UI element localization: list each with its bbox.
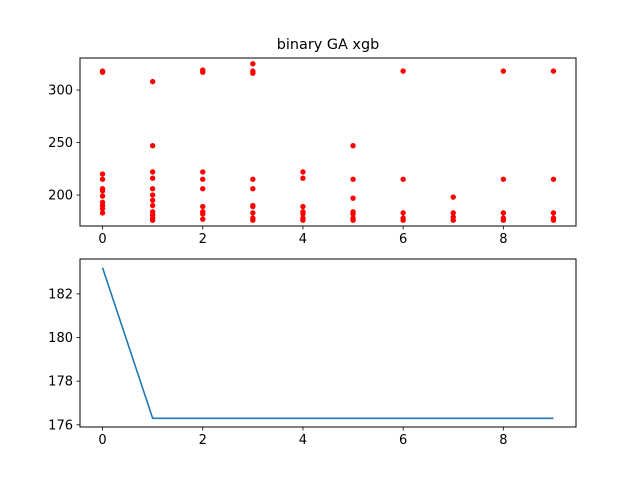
scatter-point — [200, 69, 206, 75]
scatter-point — [200, 211, 206, 217]
x-tick-label: 8 — [499, 232, 507, 247]
scatter-point — [550, 68, 557, 74]
y-tick-label: 178 — [48, 375, 73, 390]
y-tick-label: 182 — [48, 287, 73, 302]
scatter-point — [149, 197, 156, 203]
scatter-point — [149, 186, 156, 192]
scatter-point — [350, 211, 356, 217]
scatter-point — [400, 176, 406, 182]
x-tick-label: 0 — [98, 433, 106, 448]
scatter-point — [250, 61, 256, 67]
scatter-point — [400, 68, 406, 74]
scatter-point — [149, 142, 156, 149]
scatter-point — [250, 176, 256, 182]
x-tick-label: 2 — [199, 433, 207, 448]
x-tick-label: 8 — [499, 433, 507, 448]
scatter-point — [400, 217, 406, 223]
scatter-point — [500, 217, 507, 223]
scatter-point — [99, 171, 106, 177]
scatter-point — [99, 176, 106, 182]
scatter-point — [99, 205, 106, 212]
scatter-point — [200, 176, 206, 182]
scatter-point — [149, 202, 156, 209]
scatter-point — [350, 195, 356, 201]
scatter-point — [149, 175, 156, 181]
plot-frame — [79, 57, 577, 227]
scatter-point — [200, 216, 206, 222]
y-axis-ticks: 200 250 300 — [48, 84, 80, 204]
line-subplot: 0 2 4 6 8 176 178 180 182 — [48, 258, 577, 448]
scatter-point — [500, 68, 507, 74]
plot-frame — [79, 258, 577, 428]
x-tick-label: 0 — [98, 232, 106, 247]
scatter-point — [300, 211, 306, 217]
scatter-point — [99, 210, 106, 216]
x-tick-label: 2 — [199, 232, 207, 247]
scatter-point — [149, 192, 156, 198]
scatter-point — [500, 176, 507, 182]
scatter-point — [250, 210, 256, 216]
scatter-point — [149, 78, 156, 85]
scatter-point — [400, 210, 406, 216]
scatter-points — [99, 61, 557, 223]
scatter-point — [300, 217, 306, 223]
scatter-point — [550, 217, 557, 223]
scatter-point — [300, 175, 306, 181]
scatter-point — [550, 176, 557, 182]
scatter-point — [149, 169, 156, 175]
x-tick-label: 6 — [399, 232, 407, 247]
scatter-point — [300, 169, 306, 175]
scatter-point — [450, 217, 456, 223]
scatter-point — [350, 176, 356, 182]
scatter-point — [350, 142, 356, 149]
scatter-subplot: binary GA xgb 0 2 4 6 8 200 250 300 — [48, 37, 577, 247]
x-tick-label: 4 — [299, 433, 307, 448]
scatter-point — [200, 186, 206, 192]
scatter-point — [250, 186, 256, 192]
scatter-point — [99, 193, 106, 199]
scatter-point — [149, 217, 156, 223]
scatter-point — [550, 210, 557, 216]
y-tick-label: 250 — [48, 136, 73, 151]
scatter-point — [500, 210, 507, 216]
scatter-point — [250, 203, 256, 210]
y-tick-label: 176 — [48, 418, 73, 433]
scatter-point — [99, 68, 106, 74]
y-tick-label: 200 — [48, 189, 73, 204]
scatter-point — [200, 169, 206, 175]
x-axis-ticks: 0 2 4 6 8 — [98, 226, 507, 247]
scatter-point — [300, 203, 306, 210]
chart-title: binary GA xgb — [277, 37, 379, 53]
y-tick-label: 300 — [48, 84, 73, 99]
scatter-point — [450, 210, 456, 216]
scatter-point — [350, 217, 356, 223]
y-axis-ticks: 176 178 180 182 — [48, 287, 80, 433]
scatter-point — [99, 188, 106, 194]
y-tick-label: 180 — [48, 331, 73, 346]
scatter-point — [450, 194, 456, 200]
scatter-point — [250, 217, 256, 223]
scatter-point — [250, 70, 256, 76]
x-tick-label: 6 — [399, 433, 407, 448]
x-axis-ticks: 0 2 4 6 8 — [98, 427, 507, 448]
x-tick-label: 4 — [299, 232, 307, 247]
series-line — [101, 267, 554, 420]
scatter-point — [200, 203, 206, 210]
